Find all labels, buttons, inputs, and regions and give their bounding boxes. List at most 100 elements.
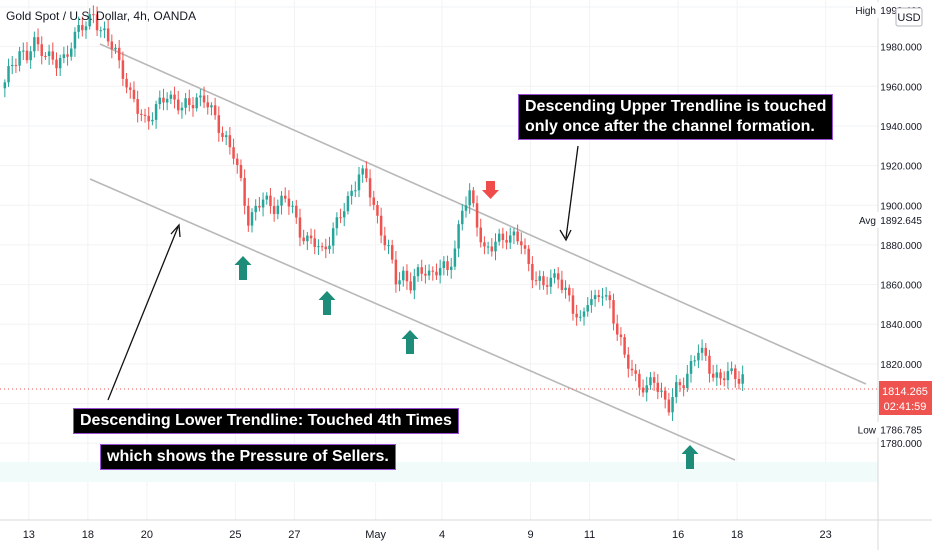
candle-body xyxy=(3,82,7,89)
candle-body xyxy=(623,337,626,355)
candle-body xyxy=(81,25,84,31)
candle-body xyxy=(667,399,671,413)
last-price-label: 1814.265 02:41:59 xyxy=(879,381,932,415)
candle-body xyxy=(416,267,420,277)
candle-body xyxy=(140,113,143,115)
candle-body xyxy=(250,212,254,226)
candle-body xyxy=(173,94,176,100)
candle-body xyxy=(420,267,423,274)
time-tick-label: 18 xyxy=(731,529,743,541)
candle-body xyxy=(435,271,438,276)
candle-body xyxy=(261,199,265,208)
upper-note-line-1: Descending Upper Trendline is touched xyxy=(525,98,827,115)
candle-body xyxy=(497,233,501,242)
stat-value-bg xyxy=(880,211,932,228)
candle-body xyxy=(224,135,228,138)
candle-body xyxy=(615,323,619,335)
candle-body xyxy=(191,105,195,109)
candle-body xyxy=(188,98,191,106)
candle-body xyxy=(357,174,361,191)
stat-tag: Low xyxy=(858,426,877,437)
time-axis[interactable] xyxy=(0,519,932,550)
candle-body xyxy=(169,94,173,99)
candle-body xyxy=(593,295,597,300)
candle-body xyxy=(7,66,10,83)
price-tick-label: 1920.000 xyxy=(880,162,922,173)
bar-countdown: 02:41:59 xyxy=(884,401,927,413)
trendlines xyxy=(89,43,867,461)
time-tick-label: 27 xyxy=(288,529,300,541)
time-tick-label: 18 xyxy=(82,529,94,541)
candle-body xyxy=(424,273,427,276)
candle-body xyxy=(342,211,346,218)
candle-body xyxy=(711,373,715,378)
candle-body xyxy=(339,217,342,219)
candle-body xyxy=(383,235,387,246)
lower-trendline-note: Descending Lower Trendline: Touched 4th … xyxy=(73,408,459,434)
candle-body xyxy=(682,385,685,388)
price-tick-label: 1960.000 xyxy=(880,82,922,93)
candle-body xyxy=(99,30,103,32)
stat-tag-bg xyxy=(855,211,879,228)
candle-body xyxy=(58,58,62,69)
candle-body xyxy=(165,98,169,103)
candle-body xyxy=(313,238,316,247)
candle-body xyxy=(413,276,416,291)
candle-body xyxy=(645,385,648,393)
touch-markers xyxy=(234,181,699,469)
candle-body xyxy=(619,334,623,338)
candle-body xyxy=(741,374,744,384)
arrow-down-icon xyxy=(482,181,499,199)
candle-body xyxy=(291,205,294,207)
candle-body xyxy=(575,313,578,318)
candle-body xyxy=(376,204,379,216)
candle-body xyxy=(117,47,121,61)
candle-body xyxy=(449,266,453,270)
candle-body xyxy=(734,368,737,379)
candle-body xyxy=(564,287,567,291)
last-price-value: 1814.265 xyxy=(882,386,928,398)
currency-badge[interactable]: USD xyxy=(895,7,923,27)
time-tick-label: 13 xyxy=(23,529,35,541)
candle-body xyxy=(719,372,722,379)
candle-body xyxy=(106,28,110,42)
candle-body xyxy=(95,14,99,31)
stat-value: 1786.785 xyxy=(880,426,922,437)
price-tick-label: 1940.000 xyxy=(880,122,922,133)
stat-tag-bg xyxy=(855,2,879,19)
candle-body xyxy=(36,37,40,45)
arrow-up-icon xyxy=(401,330,419,354)
candle-body xyxy=(51,51,55,60)
candle-body xyxy=(461,210,464,225)
candle-body xyxy=(545,285,549,287)
candle-body xyxy=(468,190,471,206)
lower-note-pointer xyxy=(107,226,179,401)
candle-body xyxy=(597,295,601,297)
candle-body xyxy=(40,44,43,56)
time-tick-label: 11 xyxy=(584,529,595,541)
candle-body xyxy=(390,245,394,260)
price-tick-label: 1980.000 xyxy=(880,43,922,54)
candle-body xyxy=(464,205,468,211)
upper-note-pointer-head xyxy=(559,229,572,242)
candle-body xyxy=(243,178,246,206)
time-tick-label: 4 xyxy=(439,529,445,541)
candle-body xyxy=(199,95,202,98)
candle-body xyxy=(505,240,508,243)
candle-body xyxy=(649,377,652,386)
candle-body xyxy=(62,54,66,59)
stat-tag-bg xyxy=(855,421,879,438)
candle-body xyxy=(10,64,14,67)
candle-body xyxy=(202,95,206,103)
candle-body xyxy=(501,233,505,241)
candle-body xyxy=(44,55,47,57)
arrow-up-icon xyxy=(234,256,252,280)
candle-body xyxy=(630,368,634,371)
candle-body xyxy=(689,361,693,374)
lower-note-pointer-head xyxy=(170,223,181,238)
candle-body xyxy=(656,382,660,392)
candle-body xyxy=(675,382,678,398)
candle-body xyxy=(442,261,446,269)
candle-body xyxy=(306,235,309,242)
